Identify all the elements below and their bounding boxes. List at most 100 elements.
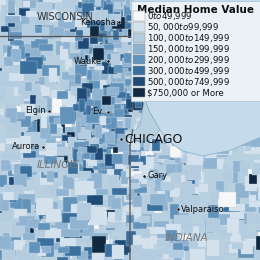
Bar — [49, 221, 68, 236]
Bar — [121, 30, 127, 38]
Bar — [51, 107, 66, 114]
Bar — [256, 135, 260, 148]
Bar — [68, 159, 76, 173]
Bar — [110, 159, 115, 165]
Bar — [70, 217, 88, 229]
Bar — [69, 0, 80, 5]
Bar — [90, 144, 99, 151]
Bar — [106, 105, 118, 110]
Bar — [80, 41, 98, 56]
Bar — [105, 101, 114, 113]
Bar — [17, 199, 31, 213]
Bar — [111, 34, 122, 48]
Bar — [74, 13, 92, 22]
Bar — [131, 162, 142, 166]
Bar — [129, 102, 147, 116]
Bar — [120, 87, 127, 101]
Bar — [184, 161, 197, 174]
Bar — [47, 70, 57, 83]
Bar — [107, 54, 120, 60]
Bar — [88, 108, 99, 116]
Bar — [183, 241, 199, 253]
Bar — [82, 3, 94, 14]
Bar — [106, 72, 111, 84]
Bar — [150, 121, 160, 133]
Bar — [121, 142, 129, 156]
Bar — [35, 72, 44, 84]
Bar — [215, 145, 232, 155]
Bar — [100, 200, 116, 213]
Bar — [103, 138, 109, 143]
Bar — [40, 92, 49, 102]
Bar — [152, 125, 160, 136]
Bar — [24, 132, 41, 144]
Bar — [97, 152, 106, 164]
Bar — [0, 194, 11, 202]
Bar — [95, 148, 103, 160]
Bar — [129, 141, 138, 148]
Bar — [121, 57, 128, 66]
Bar — [156, 117, 171, 129]
Bar — [108, 66, 117, 74]
Bar — [7, 189, 25, 199]
Bar — [159, 145, 171, 155]
Bar — [50, 123, 57, 134]
Bar — [43, 69, 55, 81]
Bar — [232, 243, 243, 250]
Bar — [41, 87, 51, 103]
Bar — [158, 223, 167, 238]
Bar — [118, 158, 133, 173]
Bar — [128, 178, 136, 191]
Bar — [80, 105, 87, 118]
Bar — [169, 229, 185, 244]
Bar — [5, 138, 21, 144]
Bar — [50, 127, 63, 138]
Bar — [70, 17, 77, 32]
Bar — [82, 10, 94, 17]
Bar — [96, 54, 109, 63]
Bar — [41, 112, 47, 128]
Bar — [241, 140, 259, 146]
Bar — [170, 134, 179, 142]
Bar — [104, 9, 117, 16]
Bar — [251, 144, 260, 154]
Bar — [110, 0, 122, 7]
Bar — [77, 88, 87, 102]
Bar — [51, 229, 61, 237]
Bar — [136, 141, 150, 149]
Bar — [202, 212, 213, 226]
Bar — [130, 0, 136, 10]
Bar — [229, 244, 238, 254]
Bar — [113, 72, 121, 78]
Bar — [126, 141, 137, 148]
Bar — [12, 220, 23, 228]
Bar — [45, 227, 56, 238]
Bar — [99, 103, 114, 115]
Text: $100,000 to $149,999: $100,000 to $149,999 — [147, 32, 230, 44]
Bar — [259, 206, 260, 213]
Bar — [169, 145, 185, 152]
Bar — [229, 120, 240, 133]
Bar — [89, 207, 107, 214]
Bar — [0, 213, 12, 222]
Bar — [109, 61, 123, 68]
Bar — [126, 138, 134, 155]
Bar — [179, 195, 197, 204]
Text: Gary: Gary — [147, 171, 167, 180]
Bar — [133, 77, 145, 86]
Bar — [75, 129, 94, 136]
Bar — [0, 0, 8, 11]
Bar — [196, 153, 204, 161]
Bar — [3, 192, 14, 200]
Bar — [20, 61, 37, 74]
Bar — [144, 116, 153, 127]
Bar — [75, 36, 83, 41]
Bar — [51, 90, 64, 98]
Bar — [178, 225, 188, 240]
Bar — [91, 89, 102, 98]
Bar — [128, 174, 138, 181]
Bar — [79, 163, 89, 177]
Bar — [123, 152, 135, 165]
Bar — [128, 254, 147, 260]
Bar — [131, 142, 140, 151]
